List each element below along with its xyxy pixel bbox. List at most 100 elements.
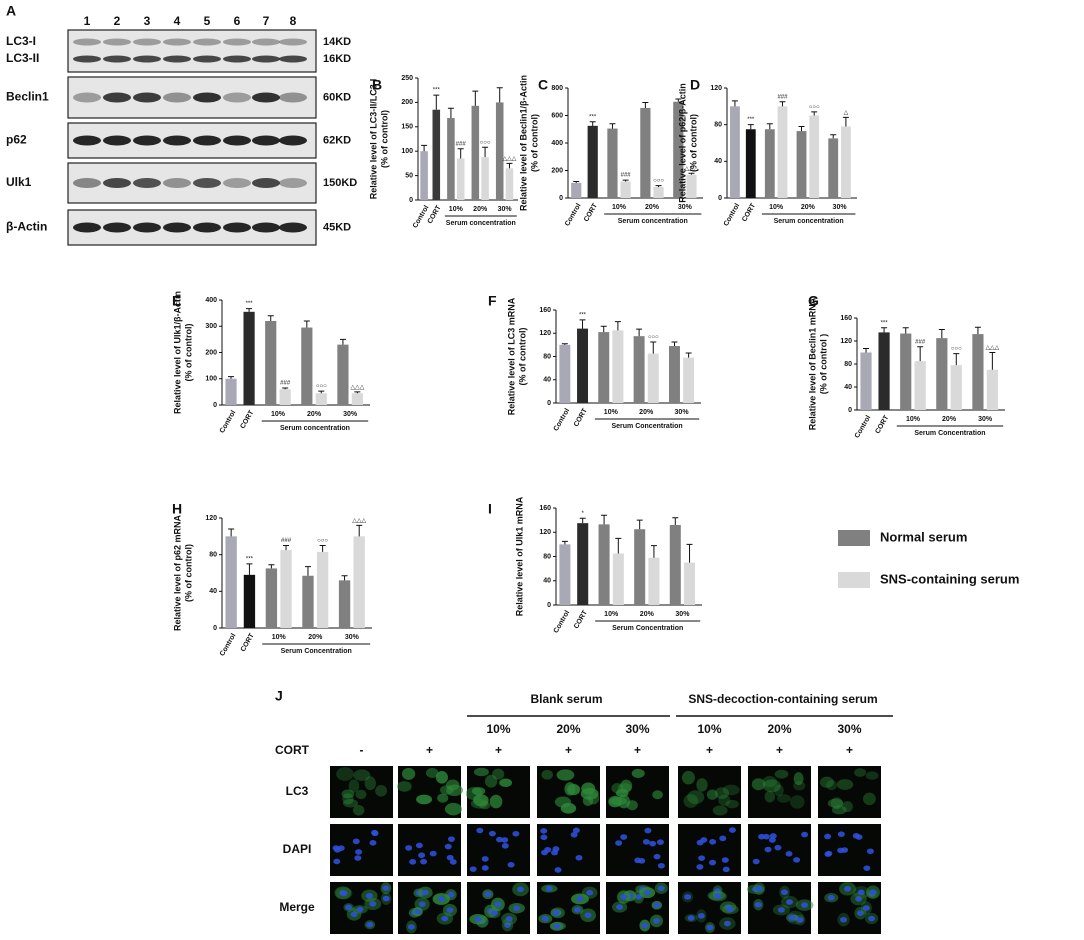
error-bar: [685, 352, 692, 358]
y-axis-label: Relative level of Beclin1/β-Actin: [518, 75, 528, 211]
y-tick-label: 0: [547, 602, 551, 609]
cell-nucleus: [575, 854, 583, 861]
significance-label: ○○○: [317, 538, 328, 544]
error-bar: [267, 315, 274, 321]
y-tick-label: 400: [551, 140, 563, 147]
x-tick-label: 20%: [942, 416, 957, 423]
y-tick-label: 0: [848, 407, 852, 414]
cell-lc3: [718, 794, 731, 807]
group-label: Serum concentration: [280, 425, 350, 432]
cell-nucleus: [642, 839, 650, 845]
bar: [612, 553, 624, 605]
error-bar: [953, 353, 960, 366]
blot-band: [133, 55, 161, 63]
error-bar: [447, 107, 454, 119]
x-tick-label: CORT: [573, 609, 589, 630]
cell-nucleus: [708, 859, 716, 866]
y-axis-label: (% of control ): [818, 334, 828, 395]
cell-nucleus: [863, 865, 871, 871]
bar: [878, 332, 890, 410]
cell-nucleus: [541, 915, 549, 922]
bar: [265, 321, 277, 405]
cell-nucleus: [827, 894, 835, 901]
x-tick-label: Control: [219, 632, 238, 657]
y-tick-label: 50: [405, 172, 413, 179]
bar: [559, 344, 571, 403]
cort-sign: -: [360, 743, 364, 757]
error-bar: [671, 341, 678, 347]
blot-band: [279, 222, 307, 233]
significance-label: ***: [747, 117, 755, 123]
cell-nucleus: [446, 907, 454, 913]
blot-band: [223, 55, 251, 63]
cell-nucleus: [855, 896, 863, 902]
cell-nucleus: [638, 858, 646, 864]
bar: [669, 524, 681, 605]
bar: [577, 523, 589, 605]
error-bar: [318, 390, 325, 394]
error-bar: [482, 146, 489, 158]
cell-nucleus: [469, 866, 477, 872]
y-tick-label: 100: [205, 376, 217, 383]
significance-label: ○○○: [480, 140, 491, 146]
cell-nucleus: [768, 837, 776, 843]
y-tick-label: 120: [539, 529, 551, 536]
y-tick-label: 0: [409, 197, 413, 204]
y-tick-label: 120: [840, 338, 852, 345]
cell-lc3: [681, 770, 695, 785]
y-tick-label: 250: [401, 75, 413, 82]
error-bar: [842, 116, 849, 127]
y-tick-label: 80: [543, 353, 551, 360]
blot-band: [252, 222, 280, 233]
cell-nucleus: [755, 885, 763, 892]
y-tick-label: 800: [551, 85, 563, 92]
cell-lc3: [652, 790, 663, 800]
cell-nucleus: [758, 833, 766, 840]
cell-lc3: [751, 778, 766, 791]
cell-nucleus: [369, 901, 377, 907]
x-tick-label: 20%: [473, 206, 488, 213]
blot-band: [279, 38, 307, 46]
significance-label: △: [844, 110, 849, 116]
group-header: Blank serum: [530, 692, 602, 706]
blot-band: [163, 55, 191, 63]
y-tick-label: 300: [205, 323, 217, 330]
y-tick-label: 200: [401, 99, 413, 106]
error-bar: [766, 123, 773, 130]
bar: [280, 550, 292, 628]
bar: [265, 568, 278, 628]
cell-lc3: [706, 789, 718, 800]
y-tick-label: 80: [543, 553, 551, 560]
group-label: Serum concentration: [774, 218, 844, 225]
significance-label: ○○○: [653, 178, 664, 184]
panel-label: F: [488, 293, 497, 309]
y-axis-label: (% of control): [688, 114, 698, 172]
cell-nucleus: [721, 857, 729, 863]
blot-band: [193, 92, 221, 103]
x-tick-label: 20%: [640, 611, 655, 618]
error-bar: [655, 185, 662, 187]
cell-nucleus: [641, 922, 649, 929]
cell-nucleus: [407, 924, 415, 930]
cell-nucleus: [793, 857, 801, 863]
legend-label: Normal serum: [880, 529, 967, 544]
concentration-label: 20%: [556, 722, 580, 736]
blot-band: [103, 55, 131, 63]
cell-nucleus: [616, 904, 624, 910]
y-tick-label: 80: [209, 552, 217, 559]
blot-size-label: 14KD: [323, 36, 351, 48]
cell-lc3: [342, 793, 354, 805]
cell-nucleus: [513, 905, 521, 912]
bar: [840, 126, 851, 198]
y-axis-label: (% of control): [183, 324, 193, 382]
y-tick-label: 40: [543, 377, 551, 384]
cell-lc3: [762, 775, 777, 788]
error-bar: [688, 172, 695, 175]
y-axis-label: (% of control): [183, 544, 193, 602]
cell-nucleus: [449, 859, 457, 865]
significance-label: ***: [246, 556, 254, 562]
blot-row-label: LC3-II: [6, 51, 39, 65]
blot-band: [279, 92, 307, 103]
row-label: DAPI: [283, 842, 312, 856]
cell-nucleus: [862, 905, 870, 911]
